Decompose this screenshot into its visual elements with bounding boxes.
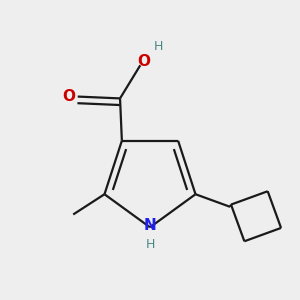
- Text: N: N: [144, 218, 156, 233]
- Text: H: H: [145, 238, 155, 251]
- Text: H: H: [153, 40, 163, 53]
- Text: O: O: [62, 89, 75, 104]
- Text: O: O: [137, 54, 151, 69]
